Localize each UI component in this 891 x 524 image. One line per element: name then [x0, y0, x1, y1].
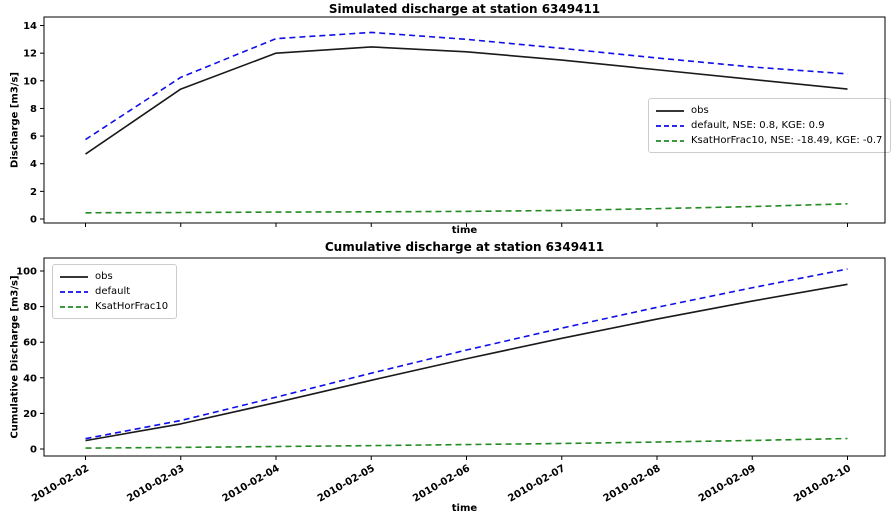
- legend-simulated: obs default, NSE: 0.8, KGE: 0.9 KsatHorFra…: [648, 98, 891, 153]
- legend-line-sample: [60, 305, 88, 308]
- y-tick-label: 8: [30, 104, 37, 115]
- series-line-default: [85, 31, 848, 141]
- chart-title-cumulative: Cumulative discharge at station 6349411: [324, 240, 605, 254]
- series-line-obs: [85, 283, 848, 442]
- series-line-KsatHorFrac10: [85, 437, 848, 449]
- legend-line-sample: [656, 139, 684, 142]
- y-tick-label: 20: [23, 409, 37, 420]
- legend-cumulative: obs default KsatHorFrac10: [52, 264, 178, 319]
- y-tick-label: 60: [23, 338, 37, 349]
- y-tick-label: 40: [23, 373, 37, 384]
- x-axis-label-cumulative: time: [451, 503, 478, 514]
- y-tick-label: 12: [23, 49, 37, 60]
- legend-line-sample: [60, 290, 88, 293]
- legend-label: default, NSE: 0.8, KGE: 0.9: [691, 120, 825, 131]
- legend-item-default: default: [60, 284, 168, 299]
- legend-line-sample: [656, 109, 684, 112]
- axes-frame: [43, 16, 886, 224]
- chart-title-simulated: Simulated discharge at station 6349411: [328, 2, 601, 16]
- x-tick-label: 2010-02-08: [602, 463, 663, 505]
- x-tick-label: 2010-02-07: [506, 463, 567, 505]
- legend-item-default: default, NSE: 0.8, KGE: 0.9: [656, 118, 882, 133]
- series-line-obs: [85, 46, 848, 155]
- x-tick-label: 2010-02-05: [316, 463, 377, 505]
- series-line-KsatHorFrac10: [85, 202, 848, 214]
- x-tick-label: 2010-02-02: [30, 463, 91, 505]
- y-tick-label: 80: [23, 302, 37, 313]
- y-tick-label: 100: [16, 267, 37, 278]
- legend-line-sample: [656, 124, 684, 127]
- y-tick-label: 10: [23, 76, 37, 87]
- legend-label: obs: [691, 105, 709, 116]
- y-tick-label: 6: [30, 132, 37, 143]
- x-tick-label: 2010-02-09: [697, 463, 758, 505]
- y-tick-label: 4: [30, 159, 37, 170]
- y-tick-label: 14: [23, 21, 37, 32]
- y-tick-label: 0: [30, 215, 37, 226]
- legend-label: obs: [95, 271, 113, 282]
- legend-line-sample: [60, 275, 88, 278]
- legend-label: KsatHorFrac10, NSE: -18.49, KGE: -0.7: [691, 135, 883, 146]
- legend-item-obs: obs: [60, 269, 168, 284]
- y-tick-label: 2: [30, 187, 37, 198]
- legend-item-obs: obs: [656, 103, 882, 118]
- series-line-default: [85, 268, 848, 440]
- legend-label: KsatHorFrac10: [95, 301, 169, 312]
- x-axis-label-simulated: time: [451, 225, 478, 236]
- x-tick-label: 2010-02-03: [125, 463, 186, 505]
- x-tick-label: 2010-02-06: [411, 463, 472, 505]
- legend-item-KsatHorFrac10: KsatHorFrac10, NSE: -18.49, KGE: -0.7: [656, 133, 882, 148]
- y-tick-label: 0: [30, 445, 37, 456]
- axes-frame: [43, 257, 886, 457]
- x-tick-label: 2010-02-10: [792, 463, 853, 505]
- legend-item-KsatHorFrac10: KsatHorFrac10: [60, 299, 168, 314]
- legend-label: default: [95, 286, 131, 297]
- x-tick-label: 2010-02-04: [221, 463, 282, 505]
